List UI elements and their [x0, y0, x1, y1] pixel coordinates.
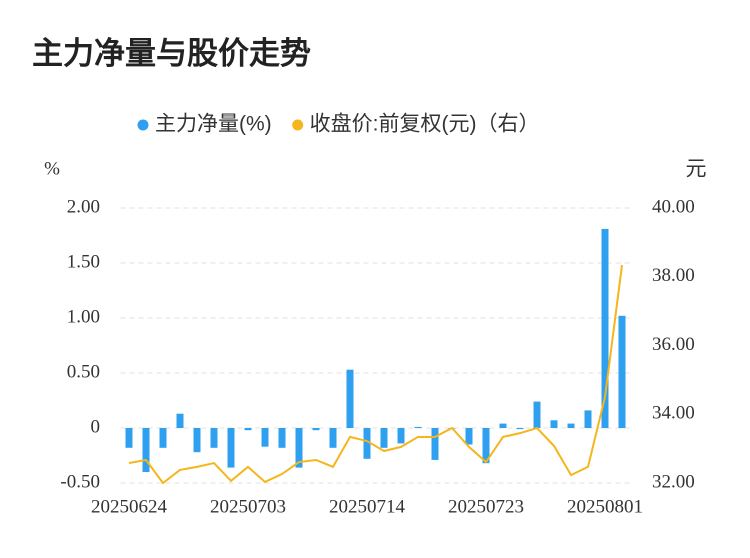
y2-tick-label: 34.00: [652, 403, 695, 424]
legend-label: 收盘价:前复权(元)（右）: [310, 113, 540, 136]
bar: [397, 428, 405, 444]
bar: [329, 428, 337, 448]
bar: [533, 401, 541, 428]
bar: [261, 428, 269, 447]
bar: [278, 428, 286, 448]
bar: [363, 428, 371, 459]
bar: [159, 428, 167, 448]
bar: [346, 369, 354, 428]
bar: [193, 428, 201, 453]
bar: [465, 428, 473, 445]
bar: [125, 428, 133, 448]
y-tick-label: -0.50: [60, 471, 100, 492]
bar: [295, 428, 303, 468]
bar: [516, 428, 524, 430]
bar: [244, 428, 252, 431]
y-tick-label: 2.00: [67, 196, 100, 217]
x-tick-label: 20250723: [448, 496, 524, 517]
bar: [567, 423, 575, 428]
y-tick-label: 0.50: [67, 361, 100, 382]
bar: [176, 413, 184, 428]
legend-label: 主力净量(%): [155, 113, 272, 136]
bar: [618, 315, 626, 428]
bar: [584, 410, 592, 428]
legend-marker: [137, 119, 149, 131]
x-tick-label: 20250714: [329, 496, 406, 517]
legend: 主力净量(%) 收盘价:前复权(元)（右）: [137, 113, 540, 136]
y2-tick-label: 40.00: [652, 196, 695, 217]
y2-tick-label: 36.00: [652, 334, 695, 355]
bar: [312, 428, 320, 431]
bar: [380, 428, 388, 448]
bar: [210, 428, 218, 448]
bar: [227, 428, 235, 468]
bar: [142, 428, 150, 472]
y2-tick-label: 32.00: [652, 471, 695, 492]
y2-axis-label: 元: [686, 158, 707, 181]
bar: [482, 428, 490, 464]
x-tick-label: 20250801: [567, 496, 643, 517]
y-tick-label: 0: [91, 416, 101, 437]
bar: [601, 228, 609, 428]
bar: [414, 426, 422, 428]
y2-tick-label: 38.00: [652, 265, 695, 286]
bar: [499, 423, 507, 428]
y-tick-label: 1.00: [67, 306, 100, 327]
x-tick-label: 20250624: [91, 496, 168, 517]
x-tick-label: 20250703: [210, 496, 286, 517]
y-axis-label: %: [44, 158, 60, 179]
bar: [550, 420, 558, 428]
y-tick-label: 1.50: [67, 251, 100, 272]
chart-title: 主力净量与股价走势: [32, 36, 311, 71]
price-line: [128, 264, 623, 485]
bar: [431, 428, 439, 460]
legend-marker: [292, 119, 304, 131]
